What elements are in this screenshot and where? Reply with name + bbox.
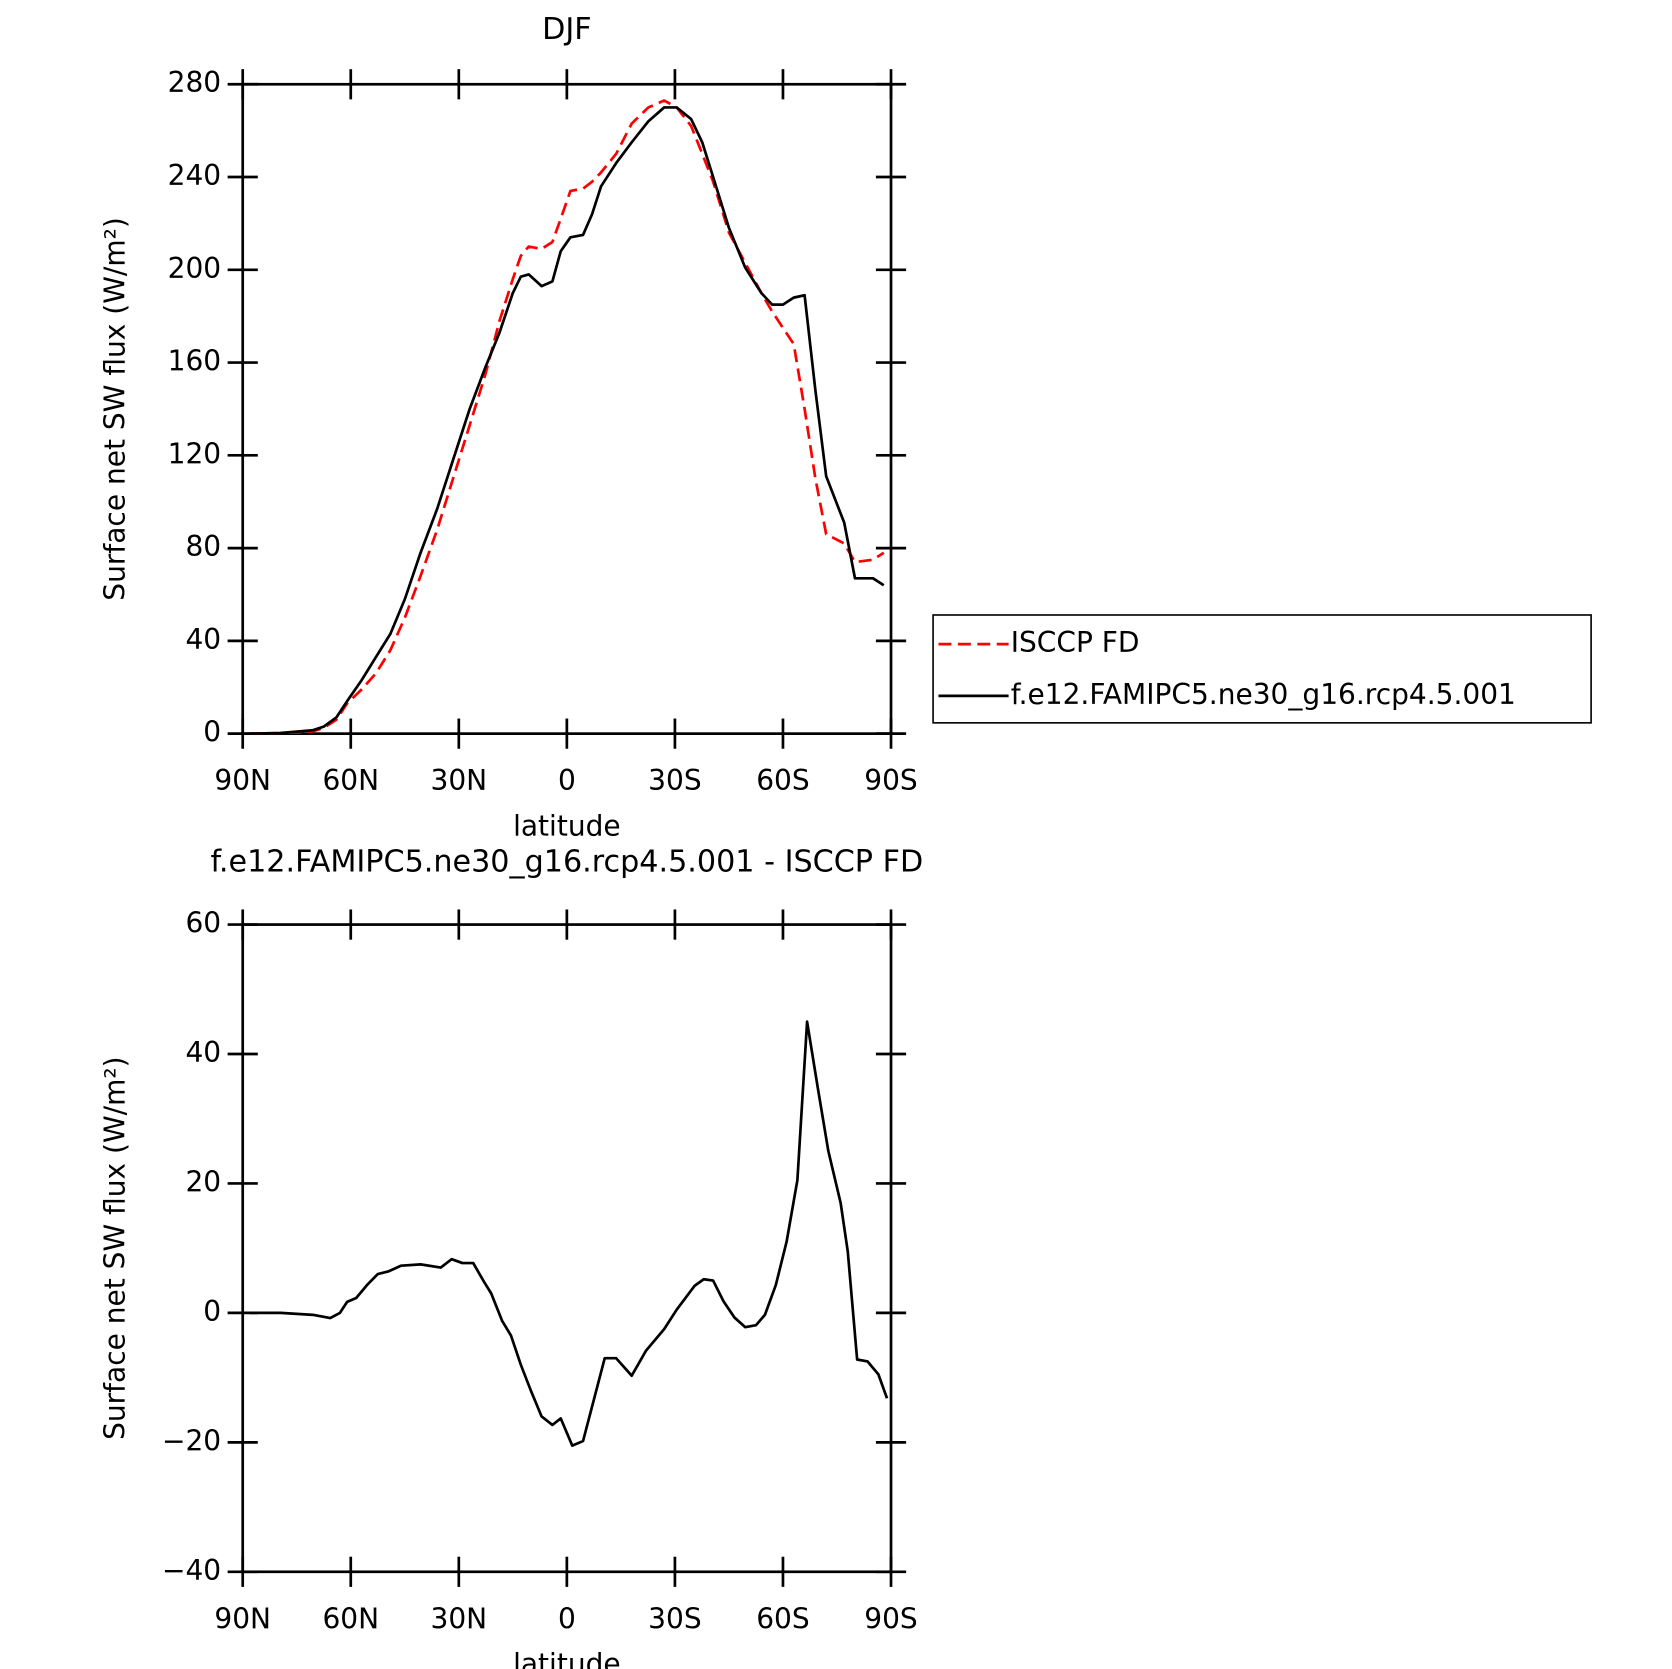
chart-title: f.e12.FAMIPC5.ne30_g16.rcp4.5.001 - ISCC… [211,845,924,880]
x-tick-label: 0 [558,764,576,797]
x-tick-label: 30N [430,764,487,797]
x-tick-label: 90S [864,764,917,797]
y-tick-label: 160 [168,345,222,378]
x-tick-label: 90N [214,764,271,797]
x-tick-label: 30S [648,764,701,797]
x-tick-label: 90N [214,1602,271,1635]
legend-box [932,614,1592,724]
y-tick-label: 120 [168,437,222,470]
data-line [249,1020,889,1447]
legend-label: ISCCP FD [1011,626,1140,659]
x-tick-label: 0 [558,1602,576,1635]
y-tick-label: 80 [185,530,221,563]
x-tick-label: 30S [648,1602,701,1635]
y-axis-label: Surface net SW flux (W/m²) [99,1056,132,1440]
y-tick-label: 280 [168,66,222,99]
x-tick-label: 90S [864,1602,917,1635]
x-tick-label: 60S [756,1602,809,1635]
y-tick-label: 40 [185,623,221,656]
y-tick-label: 200 [168,252,222,285]
y-tick-label: 40 [185,1036,221,1069]
y-axis-label: Surface net SW flux (W/m²) [99,217,132,601]
x-tick-label: 60S [756,764,809,797]
y-tick-label: 240 [168,159,222,192]
plot-frame [241,82,893,735]
y-tick-label: 0 [203,1295,221,1328]
y-tick-label: 0 [203,716,221,749]
plot-frame [241,923,893,1574]
chart-title: DJF [542,12,592,47]
data-line [249,106,885,735]
x-tick-label: 30N [430,1602,487,1635]
legend-label: f.e12.FAMIPC5.ne30_g16.rcp4.5.001 [1011,678,1516,711]
x-axis-label: latitude [513,1648,621,1669]
y-tick-label: 20 [185,1165,221,1198]
y-tick-label: −40 [162,1554,221,1587]
x-tick-label: 60N [322,1602,379,1635]
data-line [249,99,885,735]
x-axis-label: latitude [513,809,621,842]
y-tick-label: 60 [185,907,221,940]
x-tick-label: 60N [322,764,379,797]
y-tick-label: −20 [162,1424,221,1457]
